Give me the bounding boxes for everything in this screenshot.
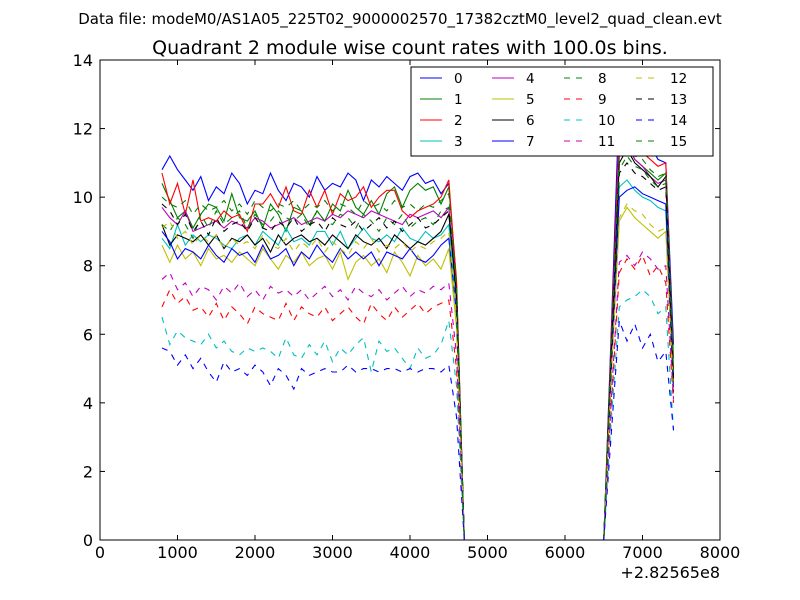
legend-label-8: 8 — [598, 71, 607, 87]
x-tick-label: 5000 — [467, 543, 508, 562]
legend-label-12: 12 — [670, 71, 687, 87]
x-tick-label: 7000 — [622, 543, 663, 562]
legend-label-10: 10 — [598, 113, 615, 129]
legend-label-7: 7 — [526, 134, 535, 150]
x-tick-label: 2000 — [235, 543, 276, 562]
axis-ticks: 0 1000 2000 3000 4000 5000 6000 7000 80000246810… — [73, 51, 741, 562]
legend-label-13: 13 — [670, 92, 687, 108]
legend-label-2: 2 — [454, 113, 463, 129]
series-line-5 — [161, 206, 675, 541]
x-tick-label: 0 — [95, 543, 105, 562]
legend-label-5: 5 — [526, 92, 535, 108]
y-tick-label: 14 — [73, 51, 93, 70]
y-tick-label: 0 — [83, 531, 93, 550]
series-line-3 — [161, 179, 675, 541]
y-tick-label: 4 — [83, 394, 93, 413]
x-tick-label: 3000 — [312, 543, 353, 562]
series-line-2 — [161, 127, 675, 541]
x-tick-label: 4000 — [390, 543, 431, 562]
series-line-10 — [161, 288, 675, 541]
series-line-15 — [161, 141, 675, 541]
series-line-9 — [161, 254, 675, 541]
series-line-11 — [161, 251, 675, 541]
y-tick-label: 6 — [83, 325, 93, 344]
y-tick-label: 8 — [83, 257, 93, 276]
x-offset-label: +2.82565e8 — [620, 563, 720, 582]
chart-title: Quadrant 2 module wise count rates with … — [152, 37, 668, 59]
legend-label-15: 15 — [670, 134, 687, 150]
series-line-1 — [161, 141, 675, 541]
series-lines — [161, 97, 675, 541]
series-line-12 — [161, 203, 675, 541]
legend-label-0: 0 — [454, 71, 463, 87]
y-tick-label: 2 — [83, 462, 93, 481]
legend-label-6: 6 — [526, 113, 535, 129]
y-tick-label: 12 — [73, 120, 93, 139]
x-tick-label: 6000 — [545, 543, 586, 562]
legend-label-1: 1 — [454, 92, 463, 108]
data-file-suptitle: Data file: modeM0/AS1A05_225T02_90000025… — [78, 10, 722, 29]
x-tick-label: 8000 — [700, 543, 741, 562]
plot-frame — [99, 59, 721, 541]
x-tick-label: 1000 — [157, 543, 198, 562]
y-tick-label: 10 — [73, 188, 93, 207]
series-line-6 — [161, 147, 675, 541]
legend-label-4: 4 — [526, 71, 535, 87]
series-line-13 — [161, 161, 675, 541]
legend-label-3: 3 — [454, 134, 463, 150]
legend-box — [410, 66, 714, 157]
legend-label-11: 11 — [598, 134, 615, 150]
legend-label-9: 9 — [598, 92, 607, 108]
series-line-0 — [161, 97, 675, 541]
series-line-14 — [161, 320, 675, 541]
legend-label-14: 14 — [670, 113, 687, 129]
